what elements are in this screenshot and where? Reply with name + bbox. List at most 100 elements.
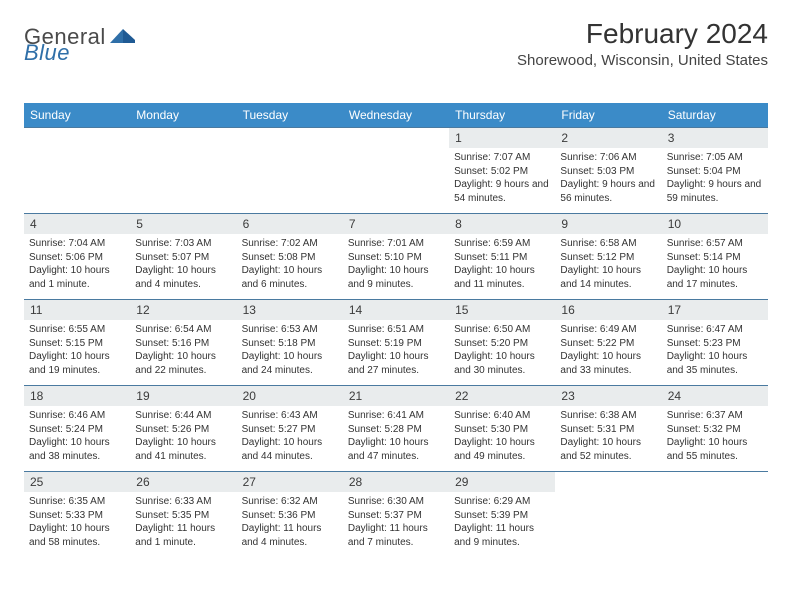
calendar-cell: 22Sunrise: 6:40 AMSunset: 5:30 PMDayligh…: [449, 386, 555, 472]
daylight-line: Daylight: 10 hours and 33 minutes.: [560, 350, 656, 377]
daylight-line: Daylight: 10 hours and 9 minutes.: [348, 264, 444, 291]
sunrise-line: Sunrise: 6:55 AM: [29, 323, 125, 337]
sunset-line: Sunset: 5:22 PM: [560, 337, 656, 351]
calendar-cell: 7Sunrise: 7:01 AMSunset: 5:10 PMDaylight…: [343, 214, 449, 300]
day-number: 14: [343, 300, 449, 320]
day-number: 26: [130, 472, 236, 492]
daylight-line: Daylight: 11 hours and 1 minute.: [135, 522, 231, 549]
weekday-header: Friday: [555, 103, 661, 128]
daylight-line: Daylight: 10 hours and 55 minutes.: [667, 436, 763, 463]
sunrise-line: Sunrise: 6:47 AM: [667, 323, 763, 337]
day-details: Sunrise: 7:02 AMSunset: 5:08 PMDaylight:…: [237, 234, 343, 295]
day-number: 1: [449, 128, 555, 148]
day-details: Sunrise: 7:07 AMSunset: 5:02 PMDaylight:…: [449, 148, 555, 209]
sunrise-line: Sunrise: 6:37 AM: [667, 409, 763, 423]
sunset-line: Sunset: 5:24 PM: [29, 423, 125, 437]
calendar-week-row: 1Sunrise: 7:07 AMSunset: 5:02 PMDaylight…: [24, 128, 768, 214]
sunrise-line: Sunrise: 6:38 AM: [560, 409, 656, 423]
sunset-line: Sunset: 5:27 PM: [242, 423, 338, 437]
sunset-line: Sunset: 5:26 PM: [135, 423, 231, 437]
daylight-line: Daylight: 10 hours and 30 minutes.: [454, 350, 550, 377]
daylight-line: Daylight: 11 hours and 9 minutes.: [454, 522, 550, 549]
sunset-line: Sunset: 5:35 PM: [135, 509, 231, 523]
calendar-cell: 17Sunrise: 6:47 AMSunset: 5:23 PMDayligh…: [662, 300, 768, 386]
sunrise-line: Sunrise: 6:35 AM: [29, 495, 125, 509]
sunset-line: Sunset: 5:14 PM: [667, 251, 763, 265]
sunset-line: Sunset: 5:02 PM: [454, 165, 550, 179]
daylight-line: Daylight: 9 hours and 59 minutes.: [667, 178, 763, 205]
daylight-line: Daylight: 9 hours and 56 minutes.: [560, 178, 656, 205]
day-details: Sunrise: 7:05 AMSunset: 5:04 PMDaylight:…: [662, 148, 768, 209]
day-number: 16: [555, 300, 661, 320]
day-number: 29: [449, 472, 555, 492]
day-number: 12: [130, 300, 236, 320]
day-number: 18: [24, 386, 130, 406]
sunset-line: Sunset: 5:08 PM: [242, 251, 338, 265]
calendar-cell: [24, 128, 130, 214]
calendar-cell: 26Sunrise: 6:33 AMSunset: 5:35 PMDayligh…: [130, 472, 236, 558]
daylight-line: Daylight: 10 hours and 27 minutes.: [348, 350, 444, 377]
weekday-header: Monday: [130, 103, 236, 128]
sunrise-line: Sunrise: 6:43 AM: [242, 409, 338, 423]
brand-mark-icon: [110, 26, 136, 49]
day-details: Sunrise: 6:29 AMSunset: 5:39 PMDaylight:…: [449, 492, 555, 553]
daylight-line: Daylight: 10 hours and 49 minutes.: [454, 436, 550, 463]
sunset-line: Sunset: 5:28 PM: [348, 423, 444, 437]
day-details: Sunrise: 6:43 AMSunset: 5:27 PMDaylight:…: [237, 406, 343, 467]
weekday-header-row: Sunday Monday Tuesday Wednesday Thursday…: [24, 103, 768, 128]
title-block: February 2024 Shorewood, Wisconsin, Unit…: [517, 18, 768, 69]
day-number: 3: [662, 128, 768, 148]
sunrise-line: Sunrise: 6:30 AM: [348, 495, 444, 509]
day-details: Sunrise: 6:57 AMSunset: 5:14 PMDaylight:…: [662, 234, 768, 295]
day-details: Sunrise: 7:06 AMSunset: 5:03 PMDaylight:…: [555, 148, 661, 209]
sunrise-line: Sunrise: 7:03 AM: [135, 237, 231, 251]
calendar-cell: 28Sunrise: 6:30 AMSunset: 5:37 PMDayligh…: [343, 472, 449, 558]
calendar-week-row: 25Sunrise: 6:35 AMSunset: 5:33 PMDayligh…: [24, 472, 768, 558]
sunrise-line: Sunrise: 6:29 AM: [454, 495, 550, 509]
day-details: Sunrise: 6:40 AMSunset: 5:30 PMDaylight:…: [449, 406, 555, 467]
calendar-page: General February 2024 Shorewood, Wiscons…: [0, 0, 792, 558]
calendar-cell: 20Sunrise: 6:43 AMSunset: 5:27 PMDayligh…: [237, 386, 343, 472]
day-number: 13: [237, 300, 343, 320]
location-text: Shorewood, Wisconsin, United States: [517, 52, 768, 69]
day-details: Sunrise: 6:37 AMSunset: 5:32 PMDaylight:…: [662, 406, 768, 467]
daylight-line: Daylight: 10 hours and 17 minutes.: [667, 264, 763, 291]
daylight-line: Daylight: 10 hours and 4 minutes.: [135, 264, 231, 291]
day-details: Sunrise: 6:47 AMSunset: 5:23 PMDaylight:…: [662, 320, 768, 381]
day-number: 6: [237, 214, 343, 234]
sunset-line: Sunset: 5:19 PM: [348, 337, 444, 351]
calendar-cell: [343, 128, 449, 214]
sunset-line: Sunset: 5:12 PM: [560, 251, 656, 265]
header: General February 2024 Shorewood, Wiscons…: [24, 18, 768, 69]
day-number: 23: [555, 386, 661, 406]
day-details: Sunrise: 6:46 AMSunset: 5:24 PMDaylight:…: [24, 406, 130, 467]
calendar-cell: 6Sunrise: 7:02 AMSunset: 5:08 PMDaylight…: [237, 214, 343, 300]
sunset-line: Sunset: 5:30 PM: [454, 423, 550, 437]
daylight-line: Daylight: 10 hours and 11 minutes.: [454, 264, 550, 291]
day-details: Sunrise: 6:53 AMSunset: 5:18 PMDaylight:…: [237, 320, 343, 381]
sunset-line: Sunset: 5:06 PM: [29, 251, 125, 265]
sunrise-line: Sunrise: 7:05 AM: [667, 151, 763, 165]
day-number: 20: [237, 386, 343, 406]
day-details: Sunrise: 7:03 AMSunset: 5:07 PMDaylight:…: [130, 234, 236, 295]
weekday-header: Saturday: [662, 103, 768, 128]
sunset-line: Sunset: 5:23 PM: [667, 337, 763, 351]
brand-word2: Blue: [24, 40, 70, 66]
sunset-line: Sunset: 5:32 PM: [667, 423, 763, 437]
weekday-header: Sunday: [24, 103, 130, 128]
day-details: Sunrise: 6:54 AMSunset: 5:16 PMDaylight:…: [130, 320, 236, 381]
day-number: 21: [343, 386, 449, 406]
calendar-cell: 23Sunrise: 6:38 AMSunset: 5:31 PMDayligh…: [555, 386, 661, 472]
sunset-line: Sunset: 5:31 PM: [560, 423, 656, 437]
day-details: Sunrise: 6:30 AMSunset: 5:37 PMDaylight:…: [343, 492, 449, 553]
sunrise-line: Sunrise: 6:53 AM: [242, 323, 338, 337]
calendar-cell: 8Sunrise: 6:59 AMSunset: 5:11 PMDaylight…: [449, 214, 555, 300]
sunrise-line: Sunrise: 6:50 AM: [454, 323, 550, 337]
sunrise-line: Sunrise: 6:41 AM: [348, 409, 444, 423]
calendar-cell: 18Sunrise: 6:46 AMSunset: 5:24 PMDayligh…: [24, 386, 130, 472]
sunset-line: Sunset: 5:15 PM: [29, 337, 125, 351]
calendar-cell: 1Sunrise: 7:07 AMSunset: 5:02 PMDaylight…: [449, 128, 555, 214]
day-number: 10: [662, 214, 768, 234]
calendar-week-row: 11Sunrise: 6:55 AMSunset: 5:15 PMDayligh…: [24, 300, 768, 386]
daylight-line: Daylight: 10 hours and 41 minutes.: [135, 436, 231, 463]
